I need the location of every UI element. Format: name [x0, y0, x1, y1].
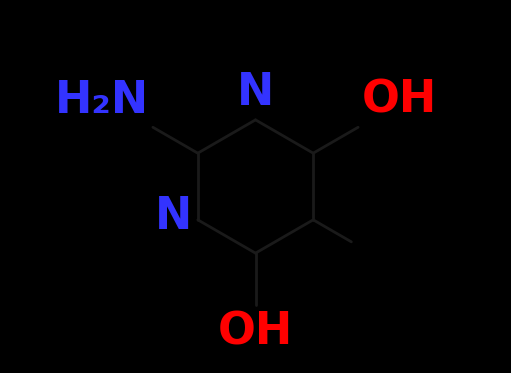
Text: OH: OH	[362, 79, 437, 122]
Text: OH: OH	[218, 311, 293, 354]
Text: N: N	[155, 195, 192, 238]
Text: N: N	[237, 71, 274, 114]
Text: H₂N: H₂N	[55, 79, 149, 122]
